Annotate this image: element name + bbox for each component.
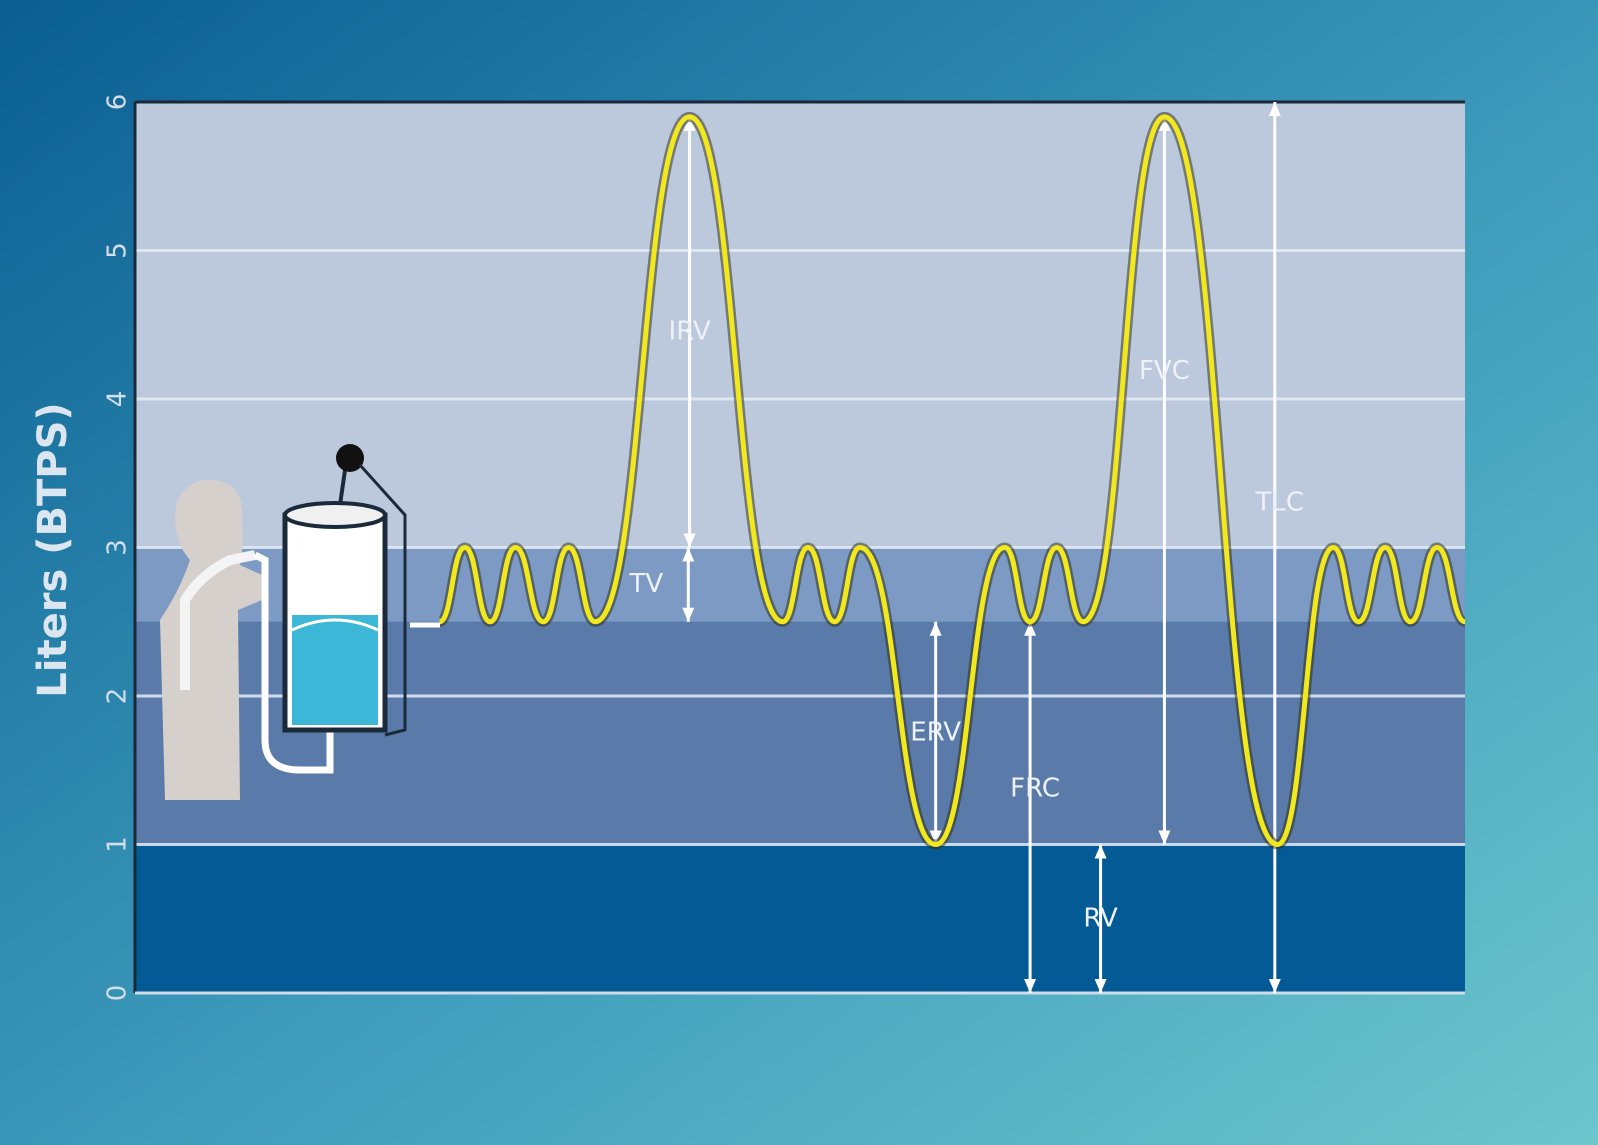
y-tick-label: 0: [103, 985, 133, 1002]
annotation-label: TLC: [1255, 487, 1305, 517]
y-tick-label: 1: [103, 836, 133, 853]
region: [135, 102, 1465, 548]
jar-top: [285, 503, 385, 527]
annotation-label: RV: [1083, 903, 1118, 933]
y-tick-label: 6: [103, 94, 133, 111]
y-tick-label: 3: [103, 539, 133, 556]
pulley: [336, 444, 364, 472]
annotation-label: TV: [628, 569, 663, 599]
annotation-label: FVC: [1139, 356, 1190, 386]
annotation-label: IRV: [669, 317, 711, 347]
chart: IRV TV ERV FRC RV FVC TLC Liters (BTPS) 0 1 2 3 4 5…: [0, 0, 1598, 1145]
water: [292, 615, 378, 725]
y-tick-label: 5: [103, 242, 133, 259]
region: [135, 845, 1465, 994]
y-tick-label: 4: [103, 391, 133, 408]
y-axis-label: Liters (BTPS): [30, 402, 76, 697]
annotation-label: FRC: [1010, 773, 1060, 803]
y-tick-label: 2: [103, 688, 133, 705]
annotation-label: ERV: [910, 718, 961, 748]
